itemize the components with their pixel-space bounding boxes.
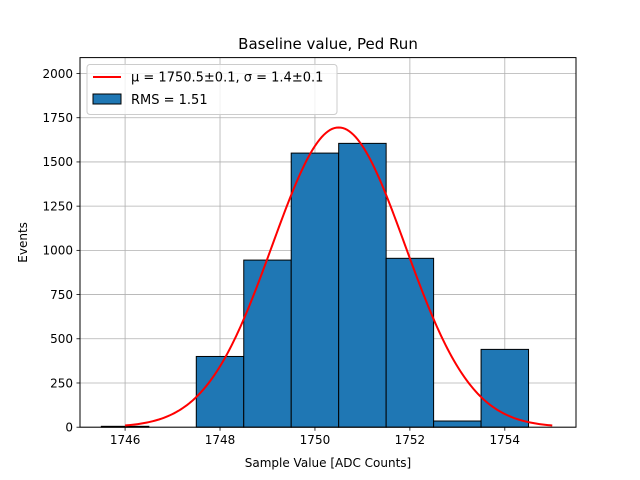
legend: μ = 1750.5±0.1, σ = 1.4±0.1 RMS = 1.51 xyxy=(86,64,338,115)
x-axis-label: Sample Value [ADC Counts] xyxy=(245,456,411,470)
y-tick-label: 500 xyxy=(50,332,73,346)
legend-fit-label: μ = 1750.5±0.1, σ = 1.4±0.1 xyxy=(131,71,323,86)
y-tick-label: 250 xyxy=(50,376,73,390)
gaussian-fit-line xyxy=(125,126,553,427)
x-tick-label: 1748 xyxy=(205,433,236,447)
histogram-bar xyxy=(385,257,435,428)
histogram-bar xyxy=(195,355,245,428)
chart-title: Baseline value, Ped Run xyxy=(238,35,418,53)
histogram-bar xyxy=(243,259,292,428)
y-tick-label: 1250 xyxy=(42,199,73,213)
y-axis-label: Events xyxy=(16,222,30,263)
x-tick-label: 1752 xyxy=(395,433,426,447)
y-tick-label: 750 xyxy=(50,288,73,302)
histogram-bar xyxy=(290,152,340,428)
histogram-bar xyxy=(433,420,482,428)
histogram-bar xyxy=(480,348,530,428)
plot-frame xyxy=(79,57,577,428)
x-tick-label: 1750 xyxy=(300,433,331,447)
y-tick-label: 1750 xyxy=(42,111,73,125)
legend-hist-swatch xyxy=(92,93,122,105)
legend-box xyxy=(86,64,338,115)
y-tick-label: 2000 xyxy=(42,67,73,81)
axis-ticks: 1746 1748 1750 1752 1754 0 250 500 750 1000 1250 15… xyxy=(42,67,520,447)
histogram-bar xyxy=(338,142,387,428)
x-tick-label: 1746 xyxy=(110,433,141,447)
y-tick-label: 1500 xyxy=(42,155,73,169)
legend-hist-label: RMS = 1.51 xyxy=(131,93,208,108)
y-tick-label: 1000 xyxy=(42,244,73,258)
y-tick-label: 0 xyxy=(65,421,73,435)
x-tick-label: 1754 xyxy=(490,433,521,447)
